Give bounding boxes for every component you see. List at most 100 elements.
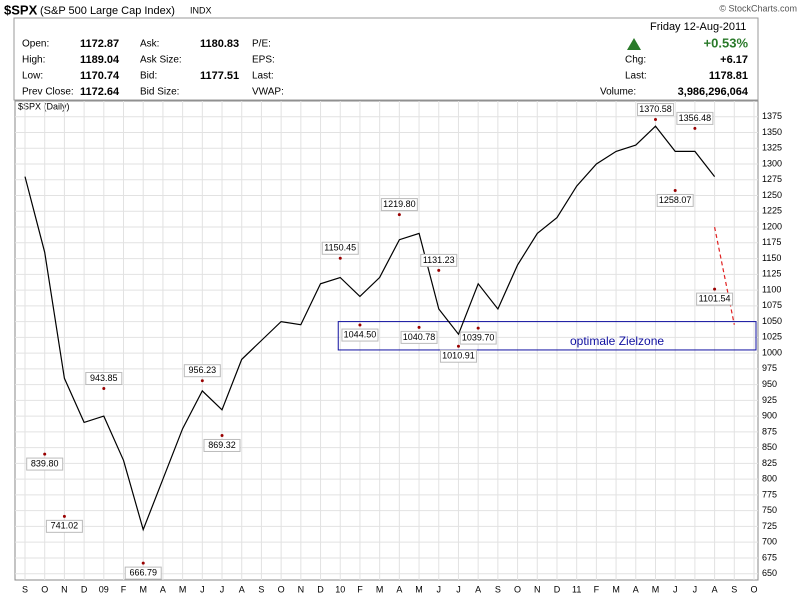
extreme-point: [476, 326, 480, 330]
y-tick-label: 725: [762, 521, 777, 531]
quote-cell: Last:: [252, 71, 274, 82]
x-tick-label: F: [357, 584, 363, 594]
header-frame: [13, 17, 759, 101]
quote-cell: Ask:: [140, 39, 159, 50]
x-tick-label: A: [475, 584, 481, 594]
y-tick-label: 950: [762, 379, 777, 389]
chart-subtitle: $SPX (Daily): [18, 101, 70, 111]
volume: 3,986,296,064: [678, 86, 749, 98]
label-box: [656, 193, 694, 207]
x-tick-label: S: [495, 584, 501, 594]
y-tick-label: 1175: [762, 237, 781, 247]
quote-cell: Prev Close:: [22, 87, 74, 98]
extreme-point: [141, 561, 145, 565]
x-tick-label: J: [456, 584, 461, 594]
x-tick-label: M: [652, 584, 660, 594]
pct-change: +0.53%: [704, 35, 749, 50]
last: 1178.81: [709, 70, 748, 82]
label-box: [636, 103, 674, 117]
extreme-point: [397, 213, 401, 217]
extreme-point: [653, 118, 657, 122]
label-box: [321, 241, 359, 255]
label-box: [45, 519, 83, 533]
x-tick-label: J: [200, 584, 205, 594]
extreme-label: 1356.48: [679, 113, 712, 123]
extreme-point: [102, 386, 106, 390]
y-tick-label: 975: [762, 363, 777, 373]
extreme-point: [713, 287, 717, 291]
price-line: [714, 226, 735, 325]
y-tick-label: 800: [762, 474, 777, 484]
y-tick-label: 650: [762, 568, 777, 578]
target-zone: [337, 321, 757, 351]
y-tick-label: 925: [762, 395, 777, 405]
label-box: [420, 253, 458, 267]
quote-cell: VWAP:: [252, 87, 284, 98]
y-tick-label: 1325: [762, 143, 782, 153]
extreme-label: 1219.80: [383, 199, 416, 209]
y-tick-label: 1025: [762, 332, 782, 342]
label-box: [380, 198, 418, 212]
y-tick-label: 1050: [762, 316, 782, 326]
quote-cell: Low:: [22, 71, 43, 82]
y-tick-label: 1125: [762, 269, 781, 279]
quote-cell: High:: [22, 55, 45, 66]
x-tick-label: J: [673, 584, 678, 594]
chg: +6.17: [720, 54, 748, 66]
extreme-point: [417, 325, 421, 329]
y-tick-label: 775: [762, 489, 777, 499]
label-box: [696, 292, 734, 306]
y-tick-label: 1375: [762, 111, 782, 121]
symbol: $SPX: [4, 2, 38, 17]
extreme-label: 1101.54: [699, 293, 731, 303]
extreme-label: 1258.07: [659, 195, 692, 205]
volume-label: Volume:: [600, 87, 636, 98]
y-tick-label: 875: [762, 426, 777, 436]
last-label: Last:: [625, 71, 647, 82]
label-box: [183, 364, 221, 378]
y-tick-label: 825: [762, 458, 777, 468]
extreme-label: 839.80: [31, 458, 59, 468]
y-tick-label: 1350: [762, 127, 782, 137]
x-tick-label: D: [317, 584, 324, 594]
extreme-label: 869.32: [208, 440, 236, 450]
x-tick-label: O: [514, 584, 521, 594]
x-tick-label: S: [731, 584, 737, 594]
extreme-point: [62, 514, 66, 518]
y-tick-label: 675: [762, 552, 777, 562]
x-tick-label: S: [258, 584, 264, 594]
x-tick-label: M: [179, 584, 187, 594]
quote-cell: 1189.04: [80, 54, 120, 66]
extreme-label: 1044.50: [344, 329, 377, 339]
x-tick-label: 09: [99, 584, 109, 594]
x-tick-label: J: [437, 584, 442, 594]
extreme-point: [437, 268, 441, 272]
x-tick-label: J: [220, 584, 225, 594]
quote-cell: EPS:: [252, 55, 275, 66]
chg-label: Chg:: [625, 55, 646, 66]
x-tick-label: N: [298, 584, 305, 594]
extreme-point: [693, 126, 697, 130]
x-tick-label: F: [121, 584, 127, 594]
extreme-label: 1150.45: [324, 243, 356, 253]
date: Friday 12-Aug-2011: [650, 21, 746, 33]
extreme-point: [673, 188, 677, 192]
quote-cell: Ask Size:: [140, 55, 182, 66]
y-tick-label: 1075: [762, 300, 782, 310]
extreme-point: [358, 323, 362, 327]
extreme-point: [456, 344, 460, 348]
exchange: INDX: [190, 5, 212, 15]
x-tick-label: D: [81, 584, 88, 594]
x-tick-label: N: [534, 584, 541, 594]
quote-cell: Open:: [22, 39, 49, 50]
x-tick-label: S: [22, 584, 28, 594]
x-tick-label: O: [278, 584, 285, 594]
quote-cell: Bid Size:: [140, 87, 179, 98]
plot-frame: [14, 100, 759, 581]
quote-cell: P/E:: [252, 39, 271, 50]
y-tick-label: 850: [762, 442, 777, 452]
label-box: [26, 457, 64, 471]
extreme-label: 1131.23: [423, 255, 455, 265]
x-tick-label: M: [415, 584, 423, 594]
